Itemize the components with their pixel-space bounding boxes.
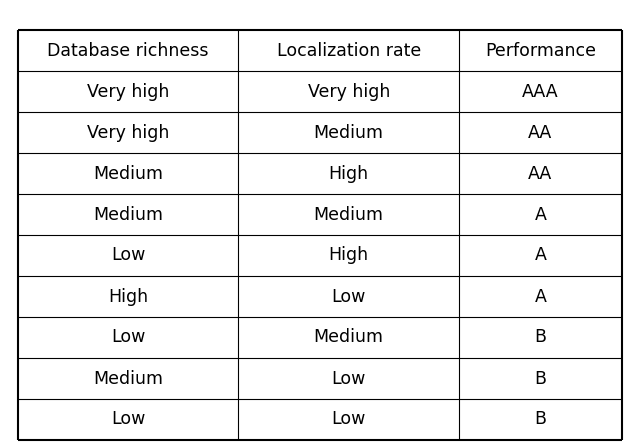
Text: B: B — [534, 329, 547, 346]
Text: B: B — [534, 369, 547, 388]
Text: High: High — [108, 288, 148, 306]
Text: AAA: AAA — [522, 82, 559, 101]
Text: A: A — [534, 288, 547, 306]
Text: High: High — [328, 246, 369, 264]
Text: A: A — [534, 206, 547, 224]
Text: Low: Low — [332, 369, 366, 388]
Text: Localization rate: Localization rate — [276, 42, 421, 59]
Text: Very high: Very high — [87, 82, 170, 101]
Text: Performance: Performance — [485, 42, 596, 59]
Text: High: High — [328, 164, 369, 183]
Text: AA: AA — [529, 124, 552, 141]
Text: Low: Low — [332, 288, 366, 306]
Text: Very high: Very high — [307, 82, 390, 101]
Text: Low: Low — [332, 411, 366, 428]
Text: Low: Low — [111, 411, 145, 428]
Text: Very high: Very high — [87, 124, 170, 141]
Text: Medium: Medium — [314, 329, 384, 346]
Text: Medium: Medium — [314, 124, 384, 141]
Text: Medium: Medium — [93, 206, 163, 224]
Text: A: A — [534, 246, 547, 264]
Text: Medium: Medium — [314, 206, 384, 224]
Text: B: B — [534, 411, 547, 428]
Text: Low: Low — [111, 246, 145, 264]
Text: Medium: Medium — [93, 369, 163, 388]
Text: Medium: Medium — [93, 164, 163, 183]
Text: Database richness: Database richness — [47, 42, 209, 59]
Text: AA: AA — [529, 164, 552, 183]
Text: Low: Low — [111, 329, 145, 346]
